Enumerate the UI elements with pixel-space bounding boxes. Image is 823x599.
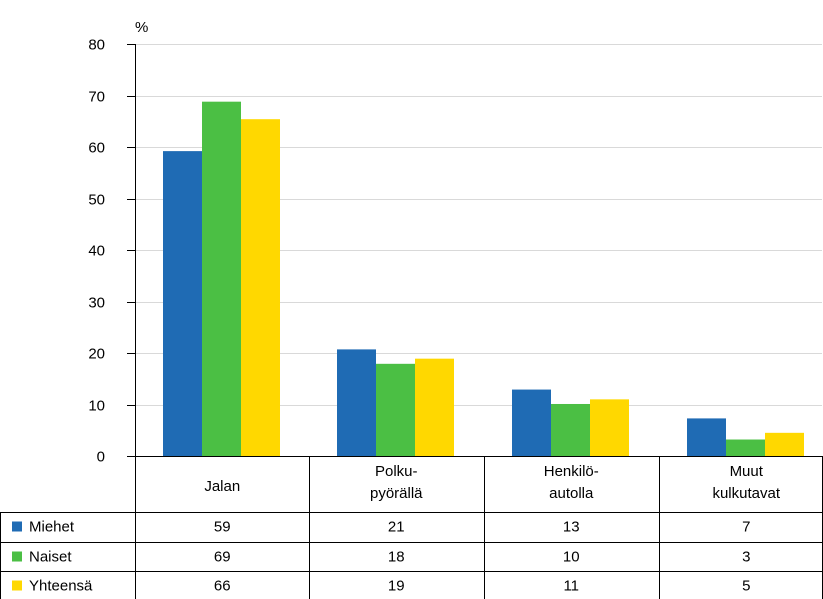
bar-naiset-0 [202, 101, 241, 457]
axes [135, 44, 822, 599]
bar-miehet-3 [687, 418, 726, 456]
data-value: 10 [563, 549, 580, 566]
y-tick-label: 60 [88, 140, 105, 157]
category-label-text: Muut [730, 463, 764, 480]
data-value: 5 [742, 578, 750, 595]
legend-swatch [12, 521, 22, 532]
category-label: Muut kulkutavat [712, 463, 780, 502]
category-label-text: kulkutavat [712, 485, 780, 502]
data-value: 19 [388, 578, 405, 595]
y-tick-label: 0 [97, 449, 105, 466]
data-value: 3 [742, 549, 750, 566]
y-tick-label: 50 [88, 192, 105, 209]
data-table: Jalan Polku-pyörällä Henkilö-autolla Muut ku… [0, 456, 823, 599]
bar-yhteensä-3 [765, 432, 804, 456]
legend-entry: Naiset [29, 549, 72, 566]
y-tick-label: 20 [88, 346, 105, 363]
bar-naiset-1 [376, 363, 415, 456]
legend-swatch [12, 551, 22, 562]
bar-miehet-0 [163, 151, 202, 456]
table-row: Naiset 69 18 10 3 [12, 549, 750, 566]
bar-naiset-2 [551, 403, 590, 456]
data-value: 7 [742, 519, 750, 536]
category-label: Jalan [204, 478, 240, 495]
data-value: 69 [214, 549, 231, 566]
category-label-text: pyörällä [370, 485, 423, 502]
data-value: 66 [214, 578, 231, 595]
bar-miehet-1 [337, 349, 376, 456]
bar-miehet-2 [512, 389, 551, 456]
category-label-text: Henkilö- [544, 463, 599, 480]
bar-yhteensä-2 [590, 399, 629, 456]
y-tick-label: 10 [88, 398, 105, 415]
bar-yhteensä-1 [415, 358, 454, 456]
y-axis-label: % [135, 19, 148, 36]
table-row: Miehet 59 21 13 7 [12, 519, 750, 536]
data-value: 59 [214, 519, 231, 536]
category-label-text: Jalan [204, 478, 240, 495]
y-tick-label: 80 [88, 37, 105, 54]
category-label-text: autolla [549, 485, 594, 502]
legend-swatch [12, 580, 22, 591]
category-label-text: Polku- [375, 463, 418, 480]
legend-entry: Miehet [29, 519, 75, 536]
bar-naiset-3 [726, 439, 765, 456]
bar-yhteensä-0 [241, 119, 280, 456]
bars [163, 101, 804, 457]
category-label: Polku-pyörällä [370, 463, 423, 502]
data-value: 18 [388, 549, 405, 566]
y-axis-ticks: 0 10 20 30 40 50 60 70 80 [88, 37, 135, 466]
y-tick-label: 40 [88, 243, 105, 260]
table-row: Yhteensä 66 19 11 5 [12, 578, 750, 595]
data-value: 13 [563, 519, 580, 536]
data-value: 11 [563, 578, 579, 595]
y-tick-label: 70 [88, 89, 105, 106]
data-value: 21 [388, 519, 405, 536]
legend-entry: Yhteensä [29, 578, 93, 595]
y-tick-label: 30 [88, 295, 105, 312]
category-label: Henkilö-autolla [544, 463, 599, 502]
